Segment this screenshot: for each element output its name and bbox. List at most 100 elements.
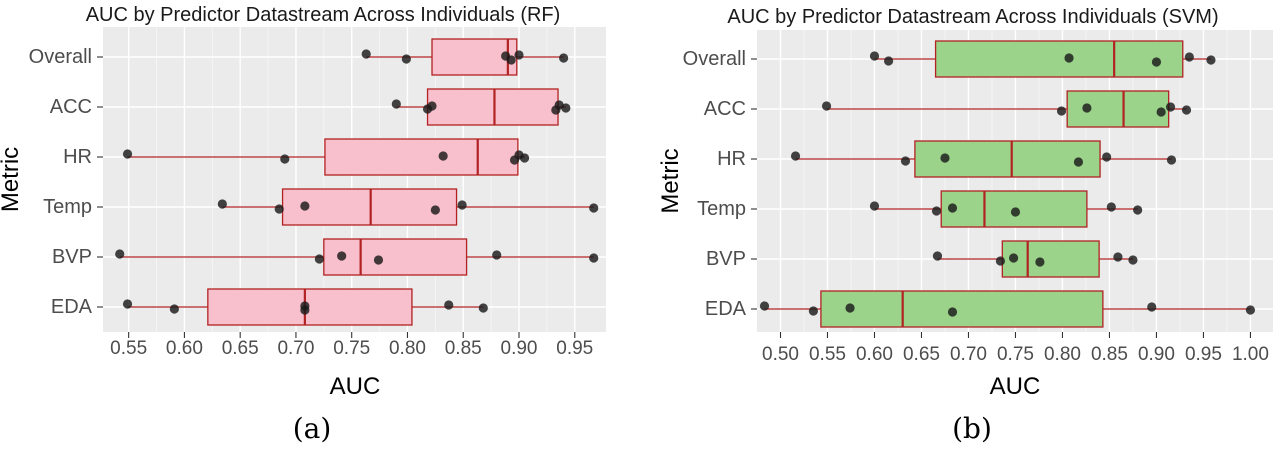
panel-b-data-point [940,153,950,163]
panel-b-data-point [947,203,958,213]
panel-b-data-point [1206,55,1216,65]
panel-b-data-point [1133,205,1143,215]
panel-a-data-point [427,101,437,111]
panel-b-data-point [1008,253,1019,263]
panel-b-y-tick-label: Temp [697,198,746,220]
panel-b-title: AUC by Predictor Datastream Across Indiv… [727,6,1218,28]
panel-a-data-point [337,251,347,261]
panel-b-data-point [932,251,943,261]
panel-b-data-point [1010,207,1021,217]
panel-a-data-point [514,50,524,60]
panel-a-x-tick-label: 0.55 [110,338,147,359]
panel-a-data-point [457,200,467,210]
panel-b-box-acc [1066,90,1170,128]
panel-a-data-point [391,99,401,109]
panel-a-data-point [300,201,310,211]
panel-b-data-point [1128,255,1138,265]
panel-b-y-tick-label: BVP [706,248,746,270]
panel-b-data-point [845,303,855,313]
panel-a-data-point [561,103,571,113]
panel-b-x-tick-label: 0.65 [903,344,940,365]
panel-a-data-point [314,254,324,264]
panel-b-data-point [1035,257,1045,267]
panel-b-data-point [790,151,801,161]
panel-b-data-point [1064,53,1074,63]
panel-b-x-tick-label: 0.80 [1044,344,1081,365]
panel-a-y-tick-label: Temp [43,196,92,218]
panel-a-x-tick-label: 0.65 [222,338,259,359]
panel-a-y-tick-label: Overall [29,46,92,68]
panel-a-data-point [373,255,384,265]
panel-b-y-tick-label: Overall [683,48,746,70]
panel-b-x-axis-label: AUC [990,373,1041,400]
panel-b-data-point [1147,302,1157,312]
panel-b-data-point [947,307,958,317]
panel-b-data-point [1113,252,1123,262]
panel-a-x-tick-label: 0.60 [166,338,203,359]
panel-a-y-tick-label: HR [63,146,92,168]
panel-a-box-temp [281,188,458,226]
panel-a-box-eda [207,288,413,326]
panel-a-data-point [300,305,310,315]
panel-b-data-point [1082,103,1092,113]
panel-a-data-point [589,203,599,213]
panel-b-x-tick-label: 0.85 [1091,344,1128,365]
panel-b-data-point [1073,157,1084,167]
panel-a-y-tick-label: BVP [52,246,92,268]
panel-b-x-tick-label: 1.00 [1232,344,1269,365]
panel-b-data-point [1245,305,1256,315]
panel-b-x-tick-label: 0.55 [809,344,846,365]
panel-a-data-point [430,205,440,215]
panel-b-data-point [1151,57,1162,67]
panel-b-box-bvp [1001,240,1100,278]
panel-a-data-point [169,304,179,314]
panel-a-data-point [115,249,125,259]
panel-b-caption: (b) [952,412,992,445]
panel-b-data-point [869,201,880,211]
panel-a-x-tick-label: 0.75 [333,338,370,359]
panel-b-y-axis-label: Metric [657,148,684,213]
panel-b-y-tick-label: HR [717,148,746,170]
panel-b-data-point [1156,107,1166,117]
panel-b-data-point [808,306,818,316]
panel-b-x-tick-label: 0.60 [856,344,893,365]
panel-b-data-point [1166,155,1177,165]
panel-b-data-point [1056,106,1067,116]
panel-a-caption: (a) [293,412,332,445]
panel-a-x-tick-label: 0.80 [389,338,426,359]
panel-a-x-tick-label: 0.85 [445,338,482,359]
panel-a-data-point [589,253,599,263]
panel-a-title: AUC by Predictor Datastream Across Indiv… [86,4,561,26]
panel-a-data-point [280,154,290,164]
panel-b-data-point [995,256,1006,266]
panel-a-x-tick-label: 0.90 [501,338,538,359]
panel-b-x-tick-label: 0.70 [950,344,987,365]
panel-b-data-point [759,301,770,311]
panel-a-data-point [217,199,227,209]
panel-b-data-point [1102,152,1112,162]
panel-a-x-tick-label: 0.70 [277,338,314,359]
panel-a-plot-background [103,27,606,332]
panel-a-data-point [559,53,569,63]
panel-b-y-tick-label: EDA [705,298,747,320]
panel-b-box-overall [934,40,1184,78]
panel-a-data-point [361,49,371,59]
panel-a-box-hr [324,138,519,176]
panel-b-box-eda [820,290,1104,328]
panel-a-data-point [478,303,488,313]
panel-a-data-point [519,153,530,163]
panel-a-box-acc [426,88,559,126]
panel-a-x-tick-label: 0.95 [556,338,593,359]
panel-b-data-point [900,156,911,166]
panel-b-x-tick-label: 0.95 [1185,344,1222,365]
panel-a-data-point [438,151,448,161]
panel-a-data-point [274,204,284,214]
panel-b-x-tick-label: 0.75 [997,344,1034,365]
panel-a-y-axis-label: Metric [0,147,24,212]
panel-b-x-tick-label: 0.90 [1138,344,1175,365]
panel-b-data-point [1181,105,1192,115]
panel-a-data-point [444,300,454,310]
panel-b-data-point [883,56,894,66]
panel-a-y-tick-label: EDA [51,296,93,318]
panel-a-data-point [122,299,133,309]
